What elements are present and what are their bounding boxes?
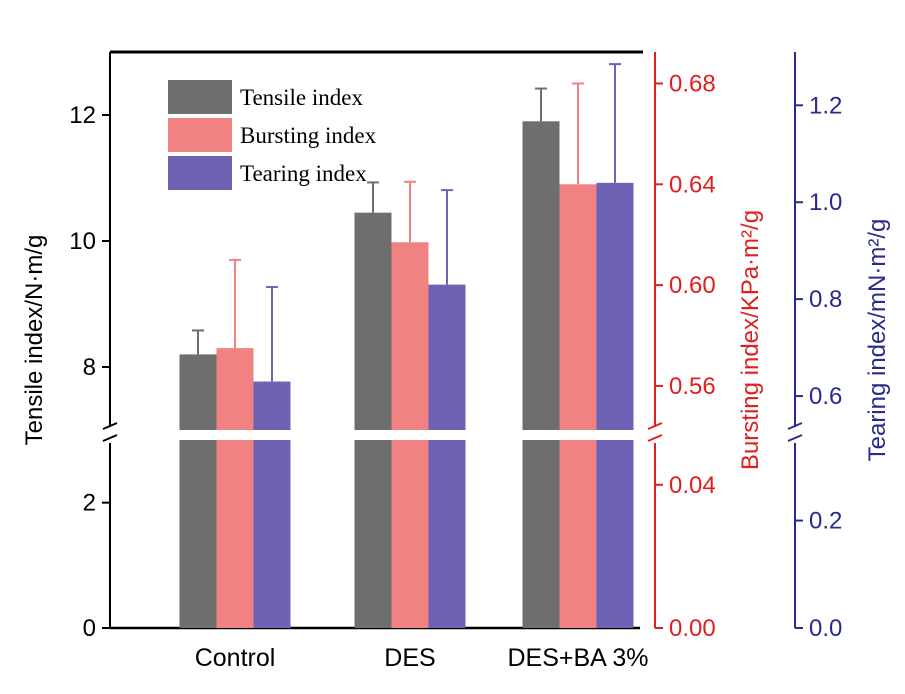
bar-0-2-upper <box>522 121 560 431</box>
bar-0-1-upper <box>354 212 392 430</box>
legend-label: Tensile index <box>240 85 363 110</box>
right1-tick-label: 0.60 <box>669 272 716 299</box>
bar-2-0-upper <box>253 381 291 430</box>
right1-tick-label: 0.64 <box>669 171 716 198</box>
left-axis-break-mark <box>102 422 118 430</box>
left-tick-label: 12 <box>69 102 96 129</box>
right1-tick-label: 0.56 <box>669 373 716 400</box>
left-tick-label: 2 <box>83 490 96 517</box>
right1-tick-label: 0.04 <box>669 472 716 499</box>
bar-0-2-lower <box>522 440 560 628</box>
left-axis-break-mark <box>102 434 118 442</box>
right-axis-2-label: Tearing index/mN·m²/g <box>864 219 891 462</box>
right2-tick-label: 0.0 <box>809 615 842 642</box>
bar-1-0-lower <box>216 440 254 628</box>
right2-tick-label: 0.2 <box>809 508 842 535</box>
left-tick-label: 0 <box>83 615 96 642</box>
bar-1-1-lower <box>391 440 429 628</box>
legend-swatch <box>168 118 232 152</box>
bar-1-2-upper <box>559 184 597 430</box>
bar-0-0-upper <box>179 354 217 430</box>
right2-tick-label: 1.0 <box>809 189 842 216</box>
bar-2-1-lower <box>428 440 466 628</box>
right2-tick-label: 0.6 <box>809 383 842 410</box>
x-tick-label: DES <box>384 644 435 672</box>
right-axis-2-break-mark <box>787 434 803 442</box>
bar-1-2-lower <box>559 440 597 628</box>
bar-1-0-upper <box>216 348 254 430</box>
bar-0-0-lower <box>179 440 217 628</box>
right-axis-1-break-mark <box>647 422 663 430</box>
bar-2-2-lower <box>596 440 634 628</box>
x-tick-label: Control <box>195 644 276 672</box>
legend-label: Tearing index <box>240 161 367 186</box>
bar-1-1-upper <box>391 242 429 430</box>
right-axis-1-break-mark <box>647 434 663 442</box>
right-axis-1-label: Bursting index/KPa·m²/g <box>737 210 764 470</box>
bar-0-1-lower <box>354 440 392 628</box>
bar-2-1-upper <box>428 284 466 430</box>
legend-swatch <box>168 80 232 114</box>
left-axis-label: Tensile index/N·m/g <box>21 235 48 446</box>
left-tick-label: 10 <box>69 228 96 255</box>
x-tick-label: DES+BA 3% <box>507 644 648 672</box>
bar-2-2-upper <box>596 182 634 430</box>
right1-tick-label: 0.68 <box>669 71 716 98</box>
legend-swatch <box>168 156 232 190</box>
right2-tick-label: 0.8 <box>809 286 842 313</box>
left-tick-label: 8 <box>83 354 96 381</box>
right-axis-2-break-mark <box>787 422 803 430</box>
legend-label: Bursting index <box>240 123 377 148</box>
right2-tick-label: 1.2 <box>809 92 842 119</box>
bar-2-0-lower <box>253 440 291 628</box>
right1-tick-label: 0.00 <box>669 615 716 642</box>
